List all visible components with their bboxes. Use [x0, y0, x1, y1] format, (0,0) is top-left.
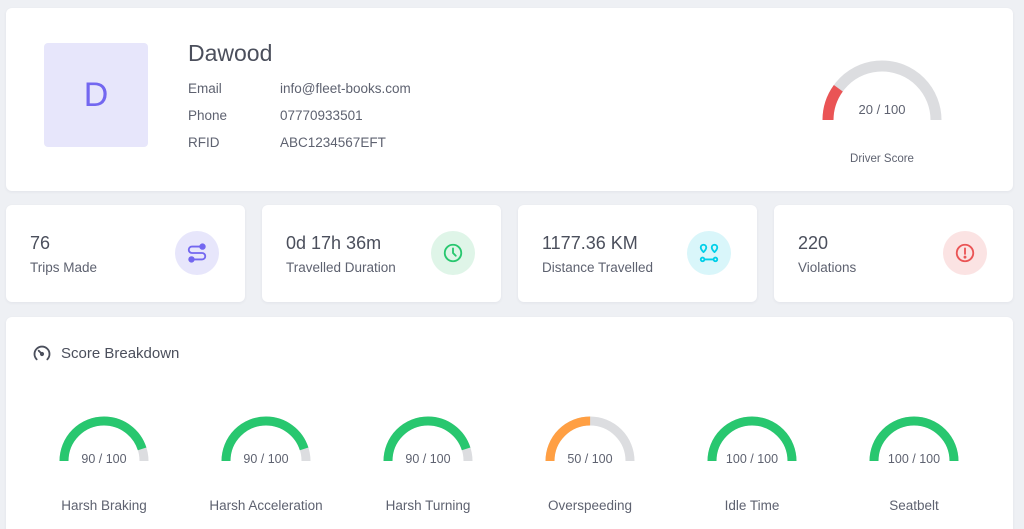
driver-name: Dawood: [188, 40, 273, 66]
gauge-label: Overspeeding: [547, 498, 633, 513]
gauge-value: 100 / 100: [887, 452, 941, 466]
phone-row: Phone 07770933501: [188, 108, 363, 123]
avatar: D: [44, 43, 148, 147]
stat-value: 76: [30, 233, 51, 253]
stat-label: Trips Made: [30, 260, 98, 275]
gauge-harsh-turning: 90 / 100: [383, 414, 473, 474]
gauge-label: Harsh Braking: [61, 498, 147, 513]
stat-label: Violations: [798, 260, 857, 275]
rfid-row: RFID ABC1234567EFT: [188, 135, 386, 150]
gauge-arc: [707, 416, 797, 462]
gauge-value: 100 / 100: [725, 452, 779, 466]
gauge-value: 50 / 100: [567, 452, 613, 466]
gauge-arc: [221, 416, 311, 462]
stat-card-duration: 0d 17h 36m Travelled Duration: [262, 205, 501, 302]
stat-value: 1177.36 KM: [542, 233, 638, 253]
gauge-harsh-braking: 90 / 100: [59, 414, 149, 474]
phone-label: Phone: [188, 108, 228, 123]
stat-value: 0d 17h 36m: [286, 233, 382, 253]
map-pins-icon: [687, 231, 731, 275]
stat-label: Travelled Duration: [286, 260, 396, 275]
score-breakdown-card: Score Breakdown 90 / 100 Harsh Braking 9…: [6, 317, 1013, 529]
gauge-harsh-acceleration: 90 / 100: [221, 414, 311, 474]
gauge-label: Harsh Turning: [385, 498, 471, 513]
gauge-value: 90 / 100: [81, 452, 127, 466]
section-title: Score Breakdown: [61, 345, 180, 362]
route-icon: [175, 231, 219, 275]
stat-card-trips: 76 Trips Made: [6, 205, 245, 302]
driver-score-value: 20 / 100: [858, 102, 906, 117]
gauge-value: 90 / 100: [243, 452, 289, 466]
rfid-label: RFID: [188, 135, 220, 150]
gauge-overspeeding: 50 / 100: [545, 414, 635, 474]
gauge-label: Seatbelt: [889, 498, 939, 513]
phone-value: 07770933501: [280, 108, 363, 123]
stat-value: 220: [798, 233, 829, 253]
email-row: Email info@fleet-books.com: [188, 81, 411, 96]
driver-score-label: Driver Score: [850, 153, 914, 165]
gauge-arc: [59, 416, 149, 462]
gauge-idle-time: 100 / 100: [707, 414, 797, 474]
gauge-seatbelt: 100 / 100: [869, 414, 959, 474]
driver-score-gauge: 20 / 100: [818, 50, 946, 138]
driver-score-arc: [822, 60, 942, 121]
driver-profile-card: D Dawood Email info@fleet-books.com Phon…: [6, 8, 1013, 191]
clock-icon: [431, 231, 475, 275]
stat-card-violations: 220 Violations: [774, 205, 1013, 302]
gauge-label: Idle Time: [724, 498, 780, 513]
stat-label: Distance Travelled: [542, 260, 654, 275]
alert-circle-icon: [943, 231, 987, 275]
stat-card-distance: 1177.36 KM Distance Travelled: [518, 205, 757, 302]
gauge-arc: [869, 416, 959, 462]
email-value: info@fleet-books.com: [280, 81, 411, 96]
rfid-value: ABC1234567EFT: [280, 135, 386, 150]
gauge-label: Harsh Acceleration: [209, 498, 323, 513]
speedometer-icon: [32, 344, 52, 369]
gauge-value: 90 / 100: [405, 452, 451, 466]
avatar-initial: D: [83, 75, 109, 114]
email-label: Email: [188, 81, 222, 96]
gauge-arc: [383, 416, 473, 462]
gauge-arc: [545, 416, 635, 462]
